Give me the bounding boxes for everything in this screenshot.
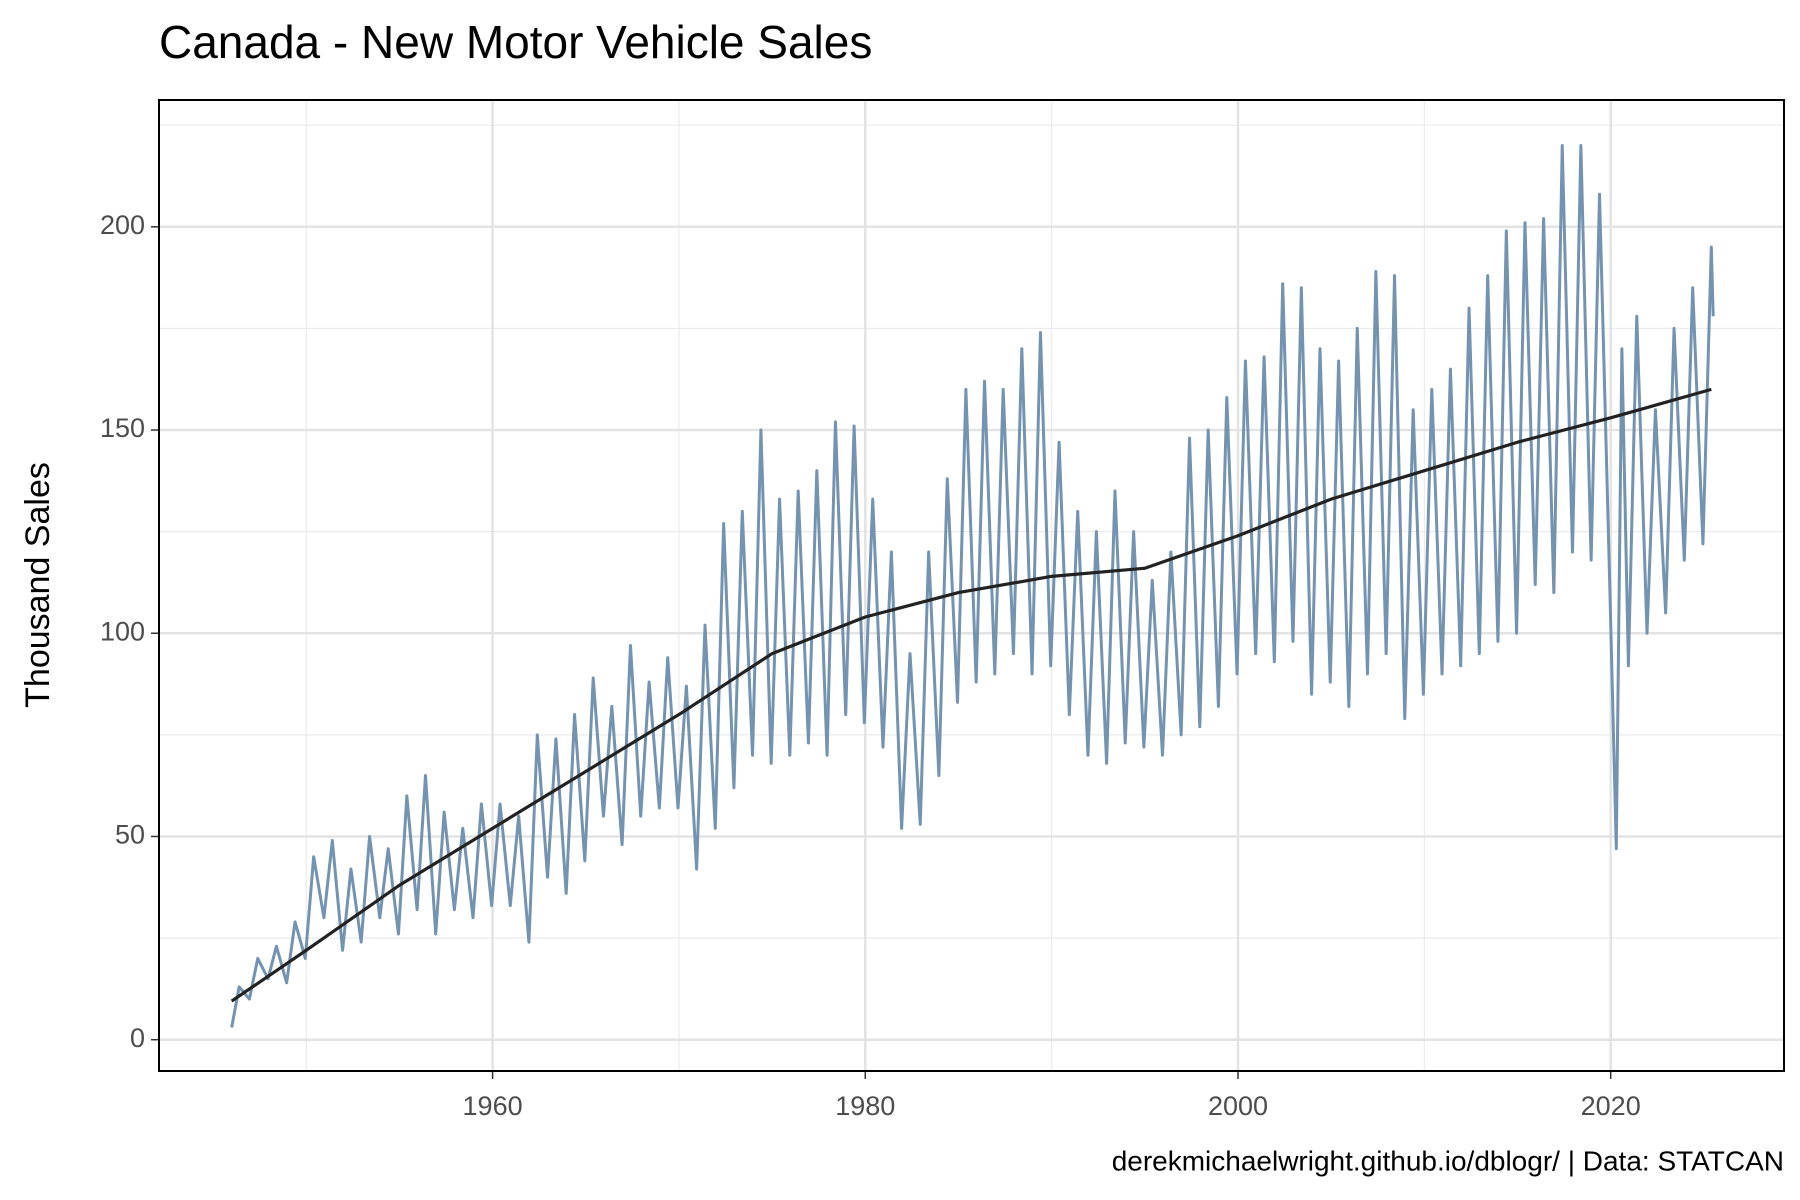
trend-line [230,387,1712,1003]
x-tick-label: 2000 [1208,1091,1268,1121]
y-tick-label: 0 [130,1023,145,1053]
sales-line [230,144,1715,1028]
panel-border [158,99,1785,1072]
y-tick-label: 200 [100,210,145,240]
y-axis-label: Thousand Sales [19,462,57,708]
x-tick-label: 1980 [835,1091,895,1121]
caption: derekmichaelwright.github.io/dblogr/ | D… [1112,1145,1784,1176]
y-tick-label: 100 [100,616,145,646]
y-tick-label: 50 [115,820,145,850]
x-tick-label: 1960 [463,1091,523,1121]
y-tick-label: 150 [100,413,145,443]
chart-title: Canada - New Motor Vehicle Sales [159,16,872,68]
x-tick-label: 2020 [1581,1091,1641,1121]
